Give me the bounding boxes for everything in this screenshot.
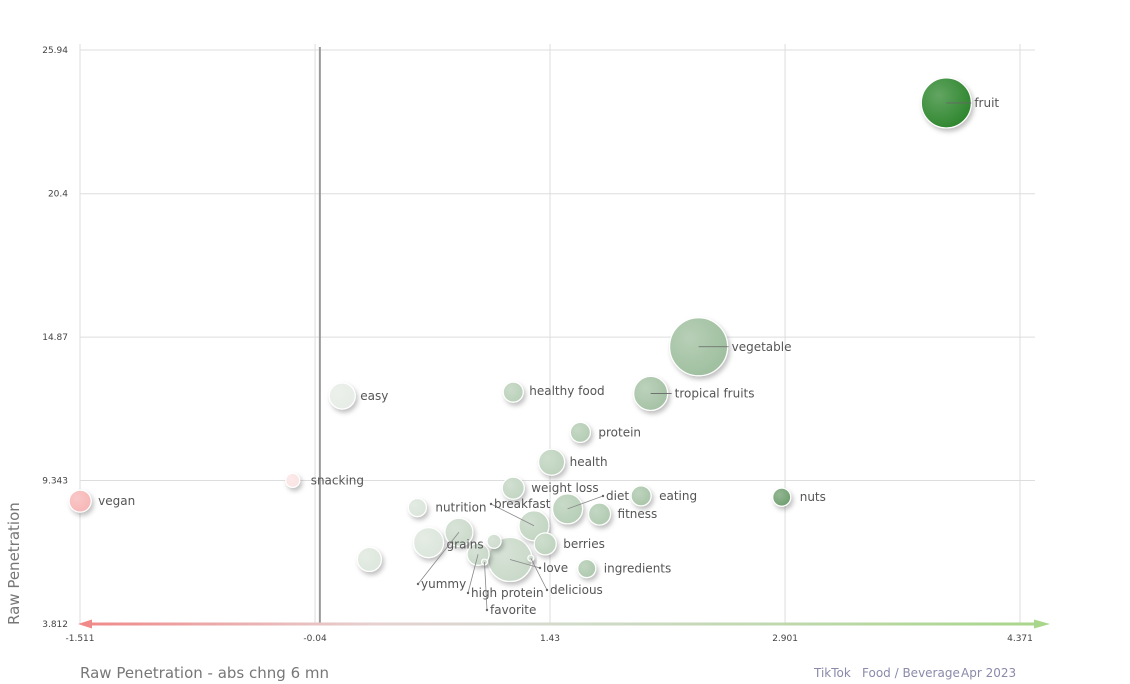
x-axis-arrow-right [1034,619,1050,629]
bubble-label-snacking: snacking [311,473,364,487]
bubble-berries[interactable] [533,532,557,556]
bubble-label-protein: protein [598,425,641,439]
x-axis-title: Raw Penetration - abs chng 6 mn [80,664,329,682]
bubble[interactable] [486,533,502,549]
y-tick-label: 3.812 [42,620,68,630]
y-tick-label: 14.87 [42,333,68,343]
y-tick-label: 9.343 [42,477,68,487]
x-tick-label: 1.43 [540,634,560,644]
bubble-label-grains: grains [447,538,484,552]
bubble-label-fruit: fruit [974,96,999,110]
bubble-label-favorite: favorite [490,603,536,617]
bubble-label-delicious: delicious [550,583,603,597]
bubble-protein[interactable] [569,421,591,443]
bubble[interactable] [356,546,383,573]
bubble-labels: fruit vegetable tropical fruits healthy foo… [98,96,999,617]
label-leader-dot [601,494,605,498]
bubble-easy[interactable] [328,382,356,410]
bubble-snacking[interactable] [285,472,301,488]
bubble-label-vegan: vegan [98,494,135,508]
x-axis-arrow-left [78,619,92,629]
bubble-label-easy: easy [360,389,388,403]
bubble-health[interactable] [537,448,566,476]
bubble-label-ingredients: ingredients [604,562,672,576]
label-leader-line [567,495,604,510]
bubble-label-high-protein: high protein [471,586,544,600]
bubble-label-eating: eating [659,489,697,503]
y-tick-label: 25.94 [42,46,68,56]
bubble-label-berries: berries [563,537,605,551]
bubble-eating[interactable] [630,485,652,507]
grid-lines [79,44,1035,625]
y-tick-label: 20.4 [48,190,68,200]
bubble-label-health: health [570,455,608,469]
bubble-nuts[interactable] [772,487,792,507]
bubble-label-nutrition: nutrition [435,501,486,515]
bubble-label-healthy-food: healthy food [529,384,604,398]
bubble-label-yummy: yummy [421,577,466,591]
axes: 3.812 9.343 14.87 20.4 25.94 -1.511 -0.04 1.43 2… [42,46,1050,644]
footer-category: Food / Beverage [862,666,960,680]
bubble-fitness[interactable] [587,502,612,526]
label-leader-dot [538,566,542,570]
label-leader-dot [545,588,549,592]
bubble-label-breakfast: breakfast [494,497,551,511]
x-tick-label: -1.511 [65,634,94,644]
label-leader-dot [416,582,420,586]
bubble-label-tropical-fruits: tropical fruits [675,386,755,400]
bubble-nutrition[interactable] [407,497,427,518]
label-leader-line [417,531,460,585]
bubble-vegan[interactable] [68,489,92,513]
footer-period: Apr 2023 [961,666,1016,680]
label-leader-line [530,557,548,591]
bubble-label-fitness: fitness [618,507,658,521]
label-leader-line [490,503,535,527]
label-leader-dot [485,608,489,612]
x-tick-label: 2.901 [772,634,798,644]
x-tick-label: -0.04 [303,634,327,644]
x-axis-arrow-shaft [88,622,1042,626]
bubble-label-weight-loss: weight loss [531,481,598,495]
label-leader-dot [466,591,470,595]
x-tick-label: 4.371 [1007,634,1033,644]
bubble-grains[interactable] [412,527,445,559]
label-leader-line [484,562,488,611]
bubble-healthy-food[interactable] [502,381,524,403]
y-axis-title: Raw Penetration [5,502,23,625]
bubble-label-nuts: nuts [800,490,826,504]
footer-source: TikTok [813,666,851,680]
bubble-ingredients[interactable] [577,558,597,579]
bubble-label-vegetable: vegetable [732,340,792,354]
bubble-label-diet: diet [606,489,629,503]
label-leader-line [467,554,479,594]
label-leader-dot [489,502,493,506]
bubble-weight-loss[interactable] [501,476,525,500]
bubble-label-love: love [543,561,568,575]
